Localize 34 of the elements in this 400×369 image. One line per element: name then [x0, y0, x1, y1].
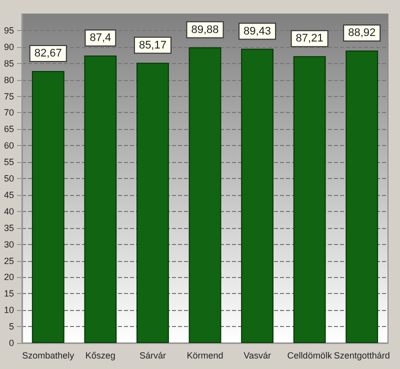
data-label: 89,88	[191, 24, 219, 36]
y-tick-label: 50	[4, 174, 14, 184]
y-tick-label: 25	[4, 256, 14, 266]
data-label: 87,4	[90, 32, 112, 44]
y-tick-label: 0	[8, 338, 14, 348]
y-tick-label: 40	[4, 206, 14, 216]
x-tick-label: Körmend	[186, 350, 224, 360]
y-tick-label: 85	[4, 58, 14, 68]
y-tick-label: 70	[4, 108, 14, 118]
x-tick-label: Vasvár	[244, 350, 271, 360]
y-tick-label: 90	[4, 42, 14, 52]
data-label: 88,92	[348, 26, 376, 39]
y-tick-label: 45	[4, 190, 14, 200]
x-tick-label: Szentgotthárd	[334, 350, 390, 360]
data-label: 85,17	[138, 39, 166, 52]
x-tick-label: Kőszeg	[85, 350, 116, 360]
x-tick-label: Szombathely	[22, 350, 75, 360]
data-label: 89,43	[244, 25, 272, 38]
y-tick-label: 55	[4, 157, 14, 168]
y-tick-label: 10	[4, 305, 14, 316]
y-tick-label: 35	[4, 222, 14, 233]
x-tick-label: Sárvár	[139, 350, 166, 360]
y-tick-label: 15	[4, 288, 14, 299]
y-tick-label: 75	[4, 91, 14, 102]
data-label: 87,21	[296, 32, 324, 45]
y-tick-label: 80	[4, 74, 14, 85]
x-tick-label: Celldömölk	[287, 350, 332, 360]
y-tick-label: 20	[4, 272, 14, 282]
data-label: 82,67	[34, 48, 62, 60]
y-tick-label: 60	[4, 140, 14, 151]
y-tick-label: 30	[4, 239, 14, 250]
y-tick-label: 65	[4, 124, 14, 134]
y-tick-label: 95	[4, 25, 14, 36]
y-tick-label: 5	[8, 322, 14, 332]
